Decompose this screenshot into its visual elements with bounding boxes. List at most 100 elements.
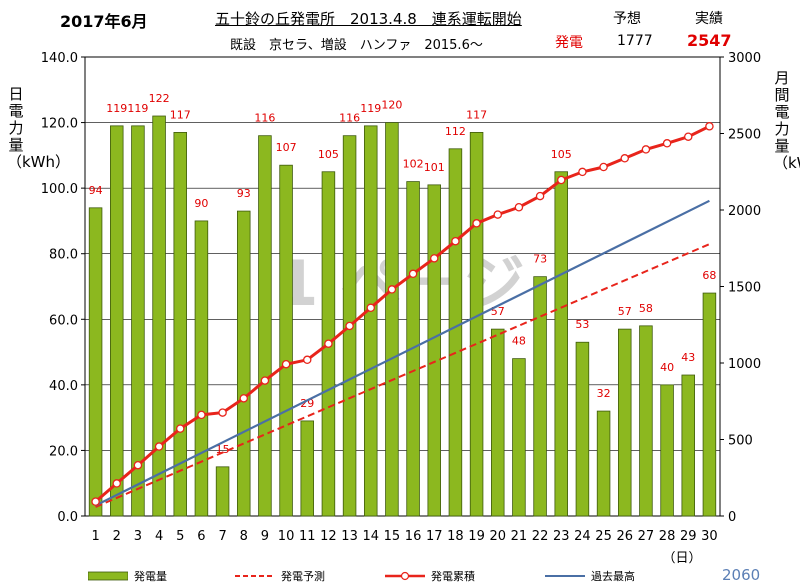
bar-value-label: 101	[424, 161, 445, 174]
bar-value-label: 117	[170, 108, 191, 121]
bar	[173, 132, 187, 517]
right-tick-label: 1000	[728, 357, 761, 372]
left-tick-label: 80.0	[49, 248, 78, 263]
bar-value-label: 116	[339, 112, 360, 125]
x-tick-label: 8	[240, 529, 248, 544]
x-tick-label: 27	[638, 529, 655, 544]
bar	[702, 292, 717, 517]
x-tick-label: 20	[489, 529, 506, 544]
bar	[681, 374, 696, 517]
page-title: 五十鈴の丘発電所 2013.4.8 連系運転開始	[215, 10, 522, 28]
cumulative-point	[451, 236, 460, 246]
x-tick-label: 29	[680, 529, 697, 544]
x-tick-label: 15	[384, 529, 401, 544]
bar	[300, 420, 314, 517]
subtitle: 既設 京セラ、増設 ハンファ 2015.6～	[230, 38, 483, 53]
month-title: 2017年6月	[60, 12, 148, 31]
bar	[639, 325, 653, 517]
right-tick-label: 2500	[728, 128, 761, 143]
cumulative-point	[493, 210, 502, 219]
x-tick-label: 7	[218, 529, 226, 544]
cumulative-point	[302, 355, 312, 365]
bar	[131, 125, 145, 517]
legend: 発電量 発電予測 発電累積 過去最高	[0, 560, 800, 588]
bar-value-label: 29	[300, 397, 314, 410]
bar	[363, 125, 378, 517]
bar-value-label: 57	[618, 305, 632, 318]
cumulative-point	[112, 479, 122, 488]
x-tick-label: 12	[320, 529, 337, 544]
bar	[427, 184, 441, 517]
cumulative-point	[133, 460, 143, 470]
bar	[490, 328, 505, 517]
x-tick-label: 2	[113, 529, 121, 544]
bar-value-label: 117	[466, 108, 487, 121]
x-tick-label: 30	[701, 529, 718, 544]
cumulative-point	[260, 376, 270, 385]
cumulative-point	[197, 410, 206, 420]
cumulative-point	[175, 424, 185, 433]
legend-swatch-dashed	[235, 575, 275, 577]
left-tick-label: 60.0	[49, 313, 78, 328]
x-tick-label: 11	[299, 529, 316, 544]
cumulative-point	[429, 254, 439, 263]
bar-value-label: 102	[403, 158, 424, 171]
bar-value-label: 90	[194, 197, 208, 210]
bar-value-label: 53	[575, 318, 589, 331]
cumulative-point	[239, 394, 248, 403]
forecast-line	[95, 243, 710, 508]
left-tick-label: 20.0	[49, 444, 78, 459]
bar	[215, 466, 230, 517]
bar-value-label: 94	[89, 184, 103, 197]
cumulative-point	[387, 285, 397, 294]
x-tick-label: 10	[278, 529, 295, 544]
bar-value-label: 93	[237, 187, 251, 200]
left-tick-label: 0.0	[57, 510, 78, 525]
legend-item-forecast: 発電予測	[235, 568, 325, 584]
cumulative-point	[662, 139, 672, 148]
right-tick-label: 500	[728, 434, 753, 449]
x-tick-label: 1	[91, 529, 99, 544]
bar-value-label: 120	[381, 99, 402, 112]
bar	[152, 115, 166, 517]
bar	[88, 207, 103, 517]
left-tick-label: 40.0	[49, 379, 78, 394]
legend-label-cumulative: 発電累積	[431, 570, 475, 583]
bar	[512, 358, 526, 517]
x-axis-unit: （日）	[662, 551, 701, 566]
x-tick-label: 19	[468, 529, 485, 544]
bar-value-label: 58	[639, 302, 653, 315]
right-tick-label: 3000	[728, 51, 761, 66]
bar	[596, 410, 611, 517]
actual-value: 2547	[687, 31, 732, 50]
right-tick-label: 0	[728, 510, 736, 525]
cumulative-point	[599, 162, 608, 172]
legend-label-record: 過去最高	[591, 570, 635, 583]
record-line	[95, 199, 710, 507]
cumulative-point	[472, 219, 481, 228]
bar	[385, 122, 399, 517]
legend-item-cumulative: 発電累積	[385, 568, 475, 584]
x-tick-label: 4	[155, 529, 163, 544]
bar	[258, 135, 272, 517]
bar-value-label: 107	[276, 141, 297, 154]
bar	[575, 341, 590, 517]
x-tick-label: 23	[553, 529, 570, 544]
x-tick-label: 21	[511, 529, 528, 544]
cumulative-point	[218, 408, 227, 417]
x-tick-label: 22	[532, 529, 549, 544]
x-tick-label: 5	[176, 529, 184, 544]
bar-value-label: 73	[533, 253, 547, 266]
bar-value-label: 48	[512, 335, 526, 348]
x-tick-label: 16	[405, 529, 422, 544]
x-tick-label: 26	[616, 529, 633, 544]
bar	[236, 210, 251, 517]
legend-record-value: 2060	[722, 566, 761, 584]
right-axis-label: 月間電力量（kWh）	[773, 69, 800, 172]
cumulative-point	[705, 122, 714, 131]
cumulative-point	[535, 191, 545, 201]
bar-value-label: 68	[702, 269, 716, 282]
legend-label-daily: 発電量	[134, 570, 167, 583]
bar	[194, 220, 209, 517]
